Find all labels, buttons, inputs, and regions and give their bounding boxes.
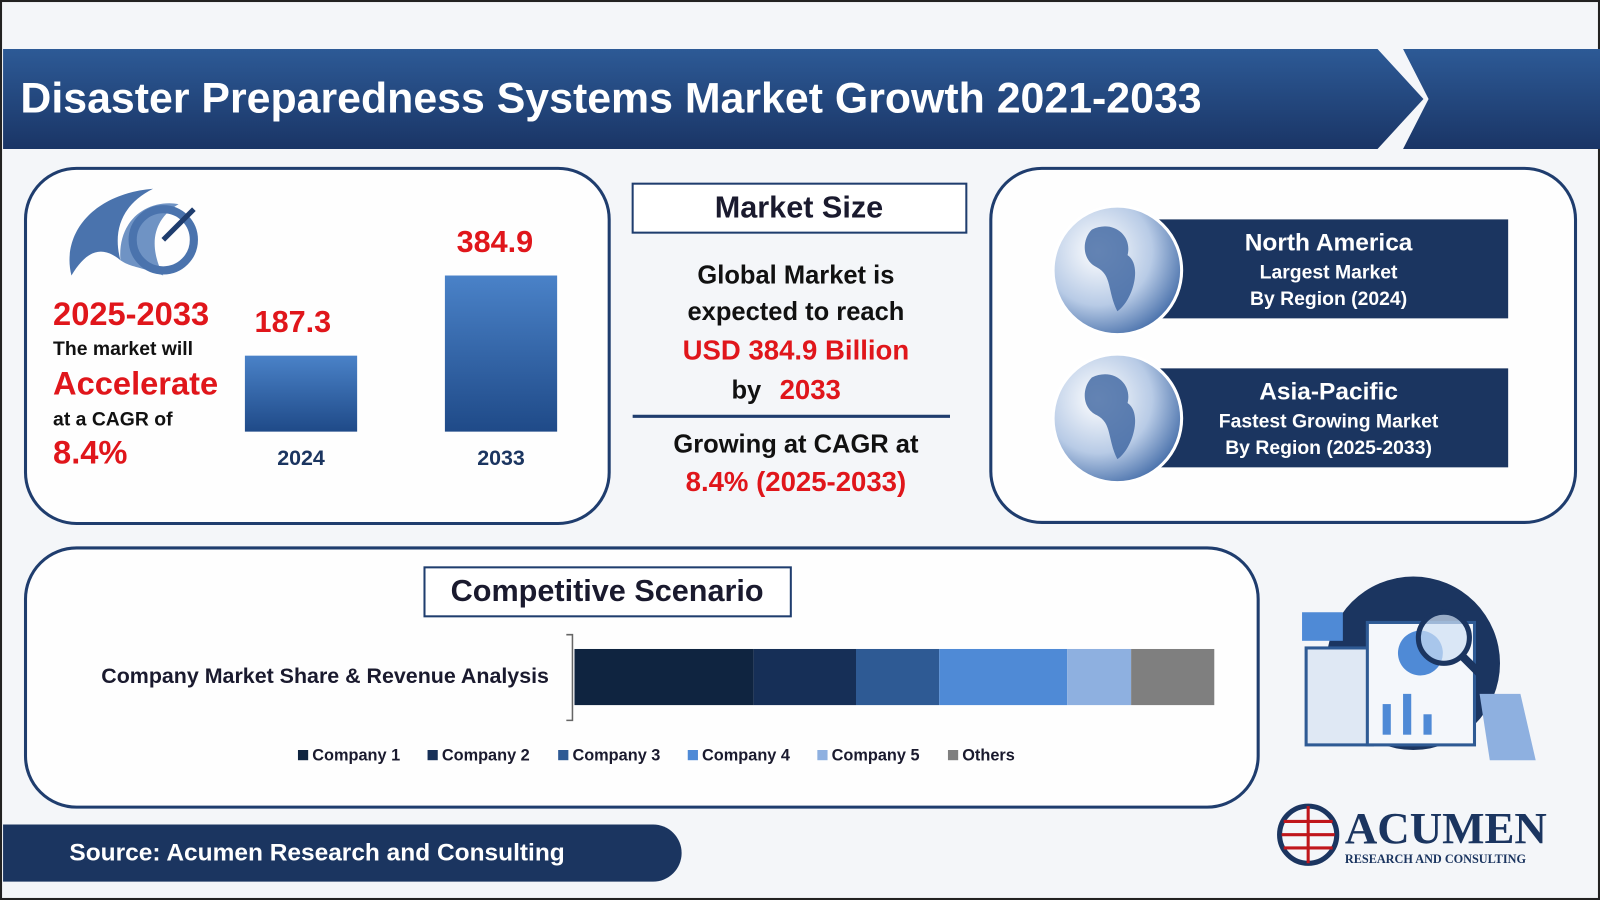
region-card: Asia-Pacific Fastest Growing Market By R… xyxy=(1051,352,1509,485)
heading-box xyxy=(631,182,968,234)
stack-segment xyxy=(856,648,940,706)
heading-box xyxy=(423,566,792,618)
category-label: 2033 xyxy=(477,446,525,470)
section-heading: Competitive Scenario xyxy=(451,574,764,608)
region-card: North America Largest Market By Region (… xyxy=(1051,204,1509,337)
growth-text: The market will xyxy=(53,338,193,360)
region-text: By Region (2025-2033) xyxy=(1225,437,1432,459)
logo: ACUMEN RESEARCH AND CONSULTING xyxy=(1277,803,1547,866)
logo-tagline: RESEARCH AND CONSULTING xyxy=(1345,852,1527,866)
market-text: by xyxy=(731,377,762,405)
legend: Company 1 Company 2 Company 3 Company 4 Comp… xyxy=(297,746,1015,764)
region-text: Largest Market xyxy=(1260,262,1398,284)
stack-segment xyxy=(753,648,856,706)
bar xyxy=(244,355,358,432)
speed-icon xyxy=(69,188,198,276)
page-title: Disaster Preparedness Systems Market Gro… xyxy=(20,74,1201,122)
logo-name: ACUMEN xyxy=(1345,803,1547,853)
region-text: Fastest Growing Market xyxy=(1219,411,1439,433)
region-name: North America xyxy=(1245,229,1413,256)
legend-swatch xyxy=(687,750,698,761)
legend-swatch xyxy=(297,750,309,761)
legend-label: Company 5 xyxy=(832,746,920,764)
stack-segment xyxy=(1131,648,1215,706)
stack-segment xyxy=(939,648,1068,706)
bar-chart: 187.3 2024 384.9 2033 xyxy=(244,225,558,470)
value-label: 384.9 xyxy=(457,225,534,259)
region-text: By Region (2024) xyxy=(1250,288,1407,310)
legend-swatch xyxy=(558,750,569,761)
growth-highlight: Accelerate xyxy=(53,364,218,401)
growth-text: at a CAGR of xyxy=(53,409,173,431)
value-label: 187.3 xyxy=(255,305,332,339)
stack-segment xyxy=(574,648,754,706)
region-name: Asia-Pacific xyxy=(1259,378,1398,405)
legend-swatch xyxy=(427,750,438,761)
source-text: Source: Acumen Research and Consulting xyxy=(69,840,564,867)
market-text: Global Market is xyxy=(697,261,894,289)
market-text: expected to reach xyxy=(687,298,904,326)
legend-label: Company 4 xyxy=(702,746,790,764)
header-band xyxy=(3,48,1424,149)
market-amount: USD 384.9 Billion xyxy=(683,334,910,365)
legend-label: Company 1 xyxy=(312,746,400,764)
stacked-bar xyxy=(574,648,1215,706)
stack-segment xyxy=(1067,648,1132,706)
section-heading: Market Size xyxy=(715,190,883,224)
legend-label: Others xyxy=(962,746,1015,764)
growth-period: 2025-2033 xyxy=(53,295,209,332)
legend-swatch xyxy=(817,750,828,761)
legend-label: Company 2 xyxy=(442,746,530,764)
analytics-icon xyxy=(1302,576,1536,761)
bar xyxy=(444,275,558,432)
header-tab xyxy=(1403,48,1600,149)
growth-cagr: 8.4% xyxy=(53,434,127,471)
category-label: 2024 xyxy=(277,446,325,470)
market-cagr: 8.4% (2025-2033) xyxy=(686,466,907,497)
growth-panel xyxy=(23,166,611,525)
market-year: 2033 xyxy=(780,374,841,405)
legend-label: Company 3 xyxy=(572,746,660,764)
market-text: Growing at CAGR at xyxy=(673,431,919,459)
source-band xyxy=(3,824,682,882)
axis-bracket xyxy=(566,633,574,722)
stack-label: Company Market Share & Revenue Analysis xyxy=(101,664,549,688)
legend-swatch xyxy=(947,750,959,761)
